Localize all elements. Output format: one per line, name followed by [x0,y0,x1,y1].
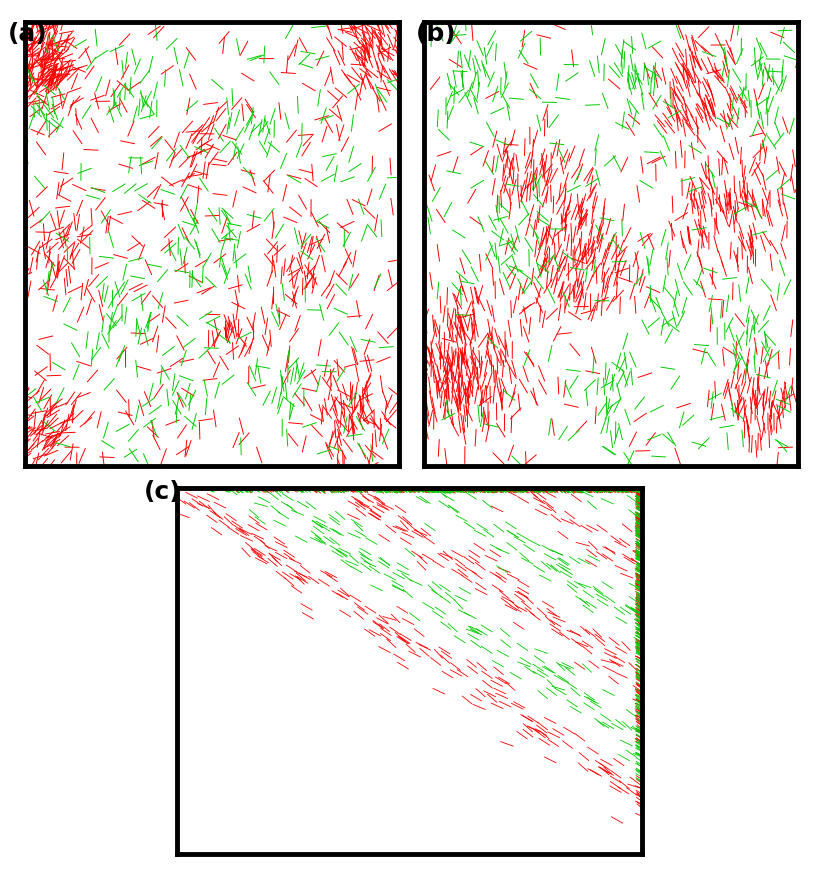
Text: (a): (a) [8,22,48,46]
Text: (c): (c) [144,480,182,503]
Text: (b): (b) [416,22,456,46]
